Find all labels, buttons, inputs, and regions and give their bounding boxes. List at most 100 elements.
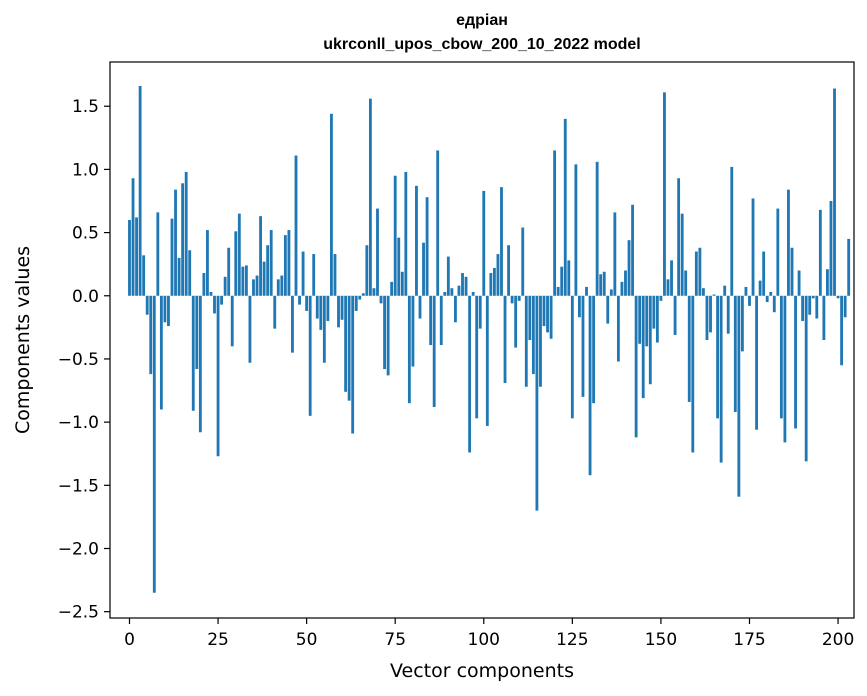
x-tick-label: 175 xyxy=(733,630,765,650)
x-tick-label: 0 xyxy=(124,630,135,650)
bar xyxy=(365,245,369,296)
bar xyxy=(663,92,666,296)
bar xyxy=(570,295,574,419)
bar xyxy=(801,295,805,322)
bar xyxy=(475,295,479,419)
bar xyxy=(631,204,634,296)
bar xyxy=(174,189,177,296)
bar xyxy=(319,295,323,330)
bar xyxy=(485,295,489,426)
bar xyxy=(404,171,408,296)
bar xyxy=(280,275,284,296)
bar xyxy=(847,238,851,296)
y-tick-label: 0.0 xyxy=(72,287,99,307)
bar xyxy=(539,295,542,387)
bar xyxy=(811,295,815,299)
bar xyxy=(723,285,727,296)
bar xyxy=(578,295,581,318)
bar xyxy=(826,269,829,296)
bar xyxy=(439,295,443,346)
bar xyxy=(188,250,192,296)
bar xyxy=(181,183,185,296)
bar xyxy=(822,295,826,340)
bar xyxy=(574,164,578,296)
bar xyxy=(503,295,507,383)
bar xyxy=(145,295,149,315)
bar xyxy=(726,295,730,334)
bar xyxy=(379,295,383,304)
chart-title-line2: ukrconll_upos_cbow_200_10_2022 model xyxy=(323,36,641,53)
bar xyxy=(471,291,475,296)
bar xyxy=(411,295,415,367)
bar xyxy=(836,295,840,299)
bar xyxy=(220,295,224,305)
bar xyxy=(291,295,294,353)
y-tick-label: 0.5 xyxy=(72,224,99,244)
bar xyxy=(595,161,599,296)
y-tick-label: 1.5 xyxy=(72,97,99,117)
bar xyxy=(500,187,503,296)
x-tick-label: 50 xyxy=(296,630,318,650)
bar xyxy=(524,295,528,387)
bar xyxy=(213,295,216,314)
bar xyxy=(322,295,326,363)
bar xyxy=(415,185,418,296)
bar xyxy=(765,295,769,303)
bar xyxy=(670,260,673,296)
bar xyxy=(673,295,677,335)
x-tick-label: 125 xyxy=(556,630,588,650)
bar xyxy=(167,295,170,327)
bar xyxy=(149,295,153,375)
bar xyxy=(794,295,797,429)
bar xyxy=(716,295,720,419)
bar xyxy=(592,295,596,404)
bar xyxy=(340,295,344,320)
bar xyxy=(255,275,259,296)
bar xyxy=(234,231,238,296)
bar xyxy=(521,227,525,296)
bar xyxy=(266,245,270,296)
bar xyxy=(163,295,167,323)
bar xyxy=(779,295,783,419)
bar xyxy=(237,213,241,296)
bar xyxy=(450,288,454,296)
bar xyxy=(305,295,309,311)
bar xyxy=(549,295,553,339)
bar xyxy=(135,217,138,296)
bar xyxy=(400,271,404,296)
bar xyxy=(514,295,518,348)
bar xyxy=(131,178,135,296)
bar xyxy=(492,267,496,296)
bar xyxy=(613,212,617,296)
bar xyxy=(446,256,450,296)
bar xyxy=(762,251,766,296)
bar xyxy=(216,295,220,457)
bar xyxy=(269,230,273,296)
bar xyxy=(624,270,627,296)
bar xyxy=(666,279,670,296)
bar xyxy=(191,295,195,411)
bar xyxy=(535,295,539,511)
bar xyxy=(301,251,305,296)
bar xyxy=(542,295,546,327)
bar xyxy=(283,235,287,296)
bar xyxy=(563,118,567,296)
bar xyxy=(496,254,500,296)
bar xyxy=(287,230,291,296)
bar xyxy=(383,295,386,370)
bar xyxy=(142,255,146,296)
bar xyxy=(634,295,638,438)
bar xyxy=(755,295,758,430)
bar xyxy=(397,237,401,296)
bar xyxy=(468,295,472,453)
bar xyxy=(680,213,684,296)
bar xyxy=(432,295,436,407)
bar xyxy=(184,171,188,296)
bar xyxy=(602,271,606,296)
bar xyxy=(769,291,773,296)
bar xyxy=(684,270,688,296)
bar xyxy=(709,295,712,333)
bar xyxy=(298,295,301,305)
y-tick-label: −2.5 xyxy=(58,603,99,623)
